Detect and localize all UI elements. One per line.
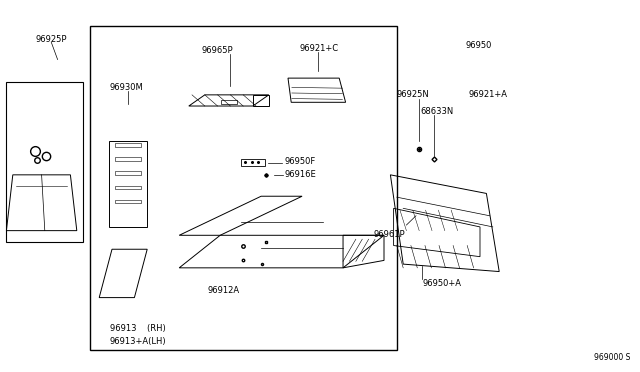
Bar [115,143,141,147]
Bar [115,171,141,175]
Text: 96961P: 96961P [374,230,405,239]
Text: 969000 S: 969000 S [594,353,630,362]
Text: 68633N: 68633N [420,107,454,116]
Bar [115,200,141,203]
Text: 96921+A: 96921+A [468,90,507,99]
Bar [241,159,265,166]
Bar [6,82,83,242]
Text: 96965P: 96965P [202,46,234,55]
Text: 96950F: 96950F [285,157,316,166]
Text: 96950: 96950 [465,41,492,50]
Text: 96950+A: 96950+A [422,279,461,288]
Text: 96925N: 96925N [396,90,429,99]
Text: 96913+A(LH): 96913+A(LH) [109,337,166,346]
Text: 96912A: 96912A [208,286,240,295]
Bar [115,186,141,189]
Text: 96921+C: 96921+C [299,44,339,53]
Text: 96930M: 96930M [110,83,143,92]
Text: 96925P: 96925P [35,35,67,44]
Text: 96916E: 96916E [285,170,317,179]
Bar [90,26,397,350]
Bar [221,100,237,104]
Bar [115,157,141,161]
Text: 96913    (RH): 96913 (RH) [109,324,166,333]
